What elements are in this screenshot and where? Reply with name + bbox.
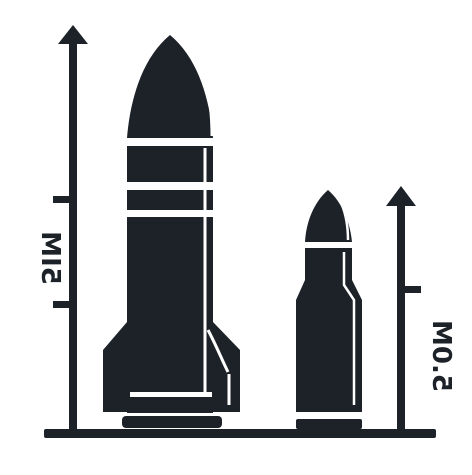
ground-line <box>44 429 436 438</box>
rocket-band <box>127 190 213 210</box>
left-height-axis <box>53 25 88 433</box>
rocket-left-fin <box>103 322 127 412</box>
right-axis-tick <box>403 286 421 293</box>
right-height-axis <box>386 186 421 433</box>
right-axis-arrow-icon <box>386 186 416 206</box>
rocket-nose-cone <box>127 35 213 138</box>
rocket-body <box>127 217 213 413</box>
left-axis-arrow-icon <box>58 25 88 44</box>
bullet-base-band <box>298 414 360 419</box>
right-scale-label: 5.0M <box>426 320 456 392</box>
left-axis-tick <box>53 301 73 308</box>
left-scale-label: 5IM <box>35 231 65 285</box>
bullet-casing <box>296 300 362 412</box>
rocket-band <box>127 146 213 182</box>
rocket-engine-skirt <box>122 416 222 428</box>
bullet-nose-cone <box>305 190 352 242</box>
rocket-base-plate <box>130 392 212 397</box>
left-axis-tick <box>53 196 73 203</box>
rocket-icon <box>103 35 240 428</box>
bullet-icon <box>296 190 362 429</box>
